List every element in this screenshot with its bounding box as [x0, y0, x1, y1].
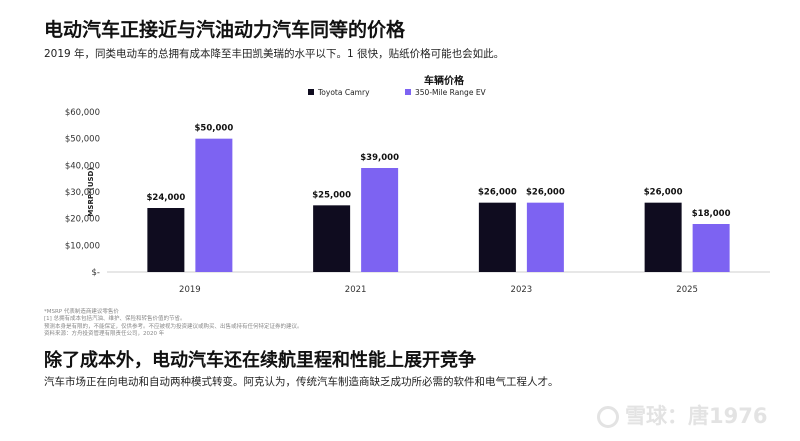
chart-title: 车辆价格 [424, 74, 465, 87]
y-axis-ticks: $- $10,000 $20,000 $30,000 $40,000 $50,000 $60… [65, 108, 100, 278]
vehicle-price-chart: 车辆价格 Toyota Camry 350-Mile Range EV MSRP*… [65, 74, 770, 295]
bar-value-label: $26,000 [526, 188, 565, 198]
bar [526, 202, 564, 272]
y-tick-label: $50,000 [65, 135, 100, 145]
y-tick-label: $20,000 [65, 215, 100, 225]
bar-value-label: $26,000 [644, 188, 683, 198]
bar-value-label: $24,000 [147, 193, 186, 203]
y-tick-label: $60,000 [65, 108, 100, 118]
bar-value-label: $50,000 [195, 124, 234, 134]
footnote: *MSRP 代表制造商建议零售价 [44, 309, 119, 315]
watermark-text: 雪球：唐1976 [625, 404, 768, 428]
chart-legend: Toyota Camry 350-Mile Range EV [308, 88, 487, 97]
bar-series: $24,000 $50,000 $25,000 $39,000 $26,000 $26,0… [147, 124, 731, 272]
bar-value-label: $39,000 [360, 153, 399, 163]
x-axis-ticks: 2019 2021 2023 2025 [179, 285, 698, 295]
bar [478, 202, 516, 272]
watermark: 雪球：唐1976 [597, 400, 767, 430]
footnote: 资料来源：方舟投资管理有限责任公司，2020 年 [44, 330, 165, 337]
bar [195, 138, 233, 272]
bar [692, 224, 730, 272]
page-subtitle: 2019 年，同类电动车的总拥有成本降至丰田凯美瑞的水平以下。1 很快，贴纸价格… [44, 48, 505, 60]
page-title: 电动汽车正接近与汽油动力汽车同等的价格 [44, 19, 406, 41]
x-tick-label: 2023 [511, 285, 533, 295]
bar-value-label: $18,000 [692, 209, 731, 219]
bar-value-label: $26,000 [478, 188, 517, 198]
y-tick-label: $- [92, 268, 100, 278]
y-tick-label: $10,000 [65, 241, 100, 251]
footnote: 预测本身是有限的，不能保证，仅供参考。不应被视为投资建议或购买、出售或持有任何特… [44, 323, 303, 330]
legend-label: 350-Mile Range EV [415, 88, 487, 97]
legend-swatch [308, 89, 314, 95]
legend-label: Toyota Camry [317, 88, 370, 97]
bar [313, 205, 351, 272]
y-tick-label: $30,000 [65, 188, 100, 198]
x-tick-label: 2019 [179, 285, 201, 295]
section-body: 汽车市场正在向电动和自动两种模式转变。阿克认为，传统汽车制造商缺乏成功所必需的软… [44, 376, 559, 388]
y-axis-label: MSRP*(USD) [87, 167, 95, 216]
footnote: [1] 总拥有成本包括汽油、维护、保险和转售价值的节省。 [44, 316, 186, 323]
legend-swatch [405, 89, 411, 95]
x-tick-label: 2021 [345, 285, 367, 295]
bar-value-label: $25,000 [312, 190, 351, 200]
y-tick-label: $40,000 [65, 161, 100, 171]
bar [147, 208, 185, 272]
snowball-logo-icon [597, 406, 619, 428]
bar [644, 202, 682, 272]
x-tick-label: 2025 [676, 285, 698, 295]
bar [361, 168, 399, 272]
section-title: 除了成本外，电动汽车还在续航里程和性能上展开竞争 [44, 350, 476, 371]
footnotes: *MSRP 代表制造商建议零售价 [1] 总拥有成本包括汽油、维护、保险和转售价… [44, 309, 303, 338]
